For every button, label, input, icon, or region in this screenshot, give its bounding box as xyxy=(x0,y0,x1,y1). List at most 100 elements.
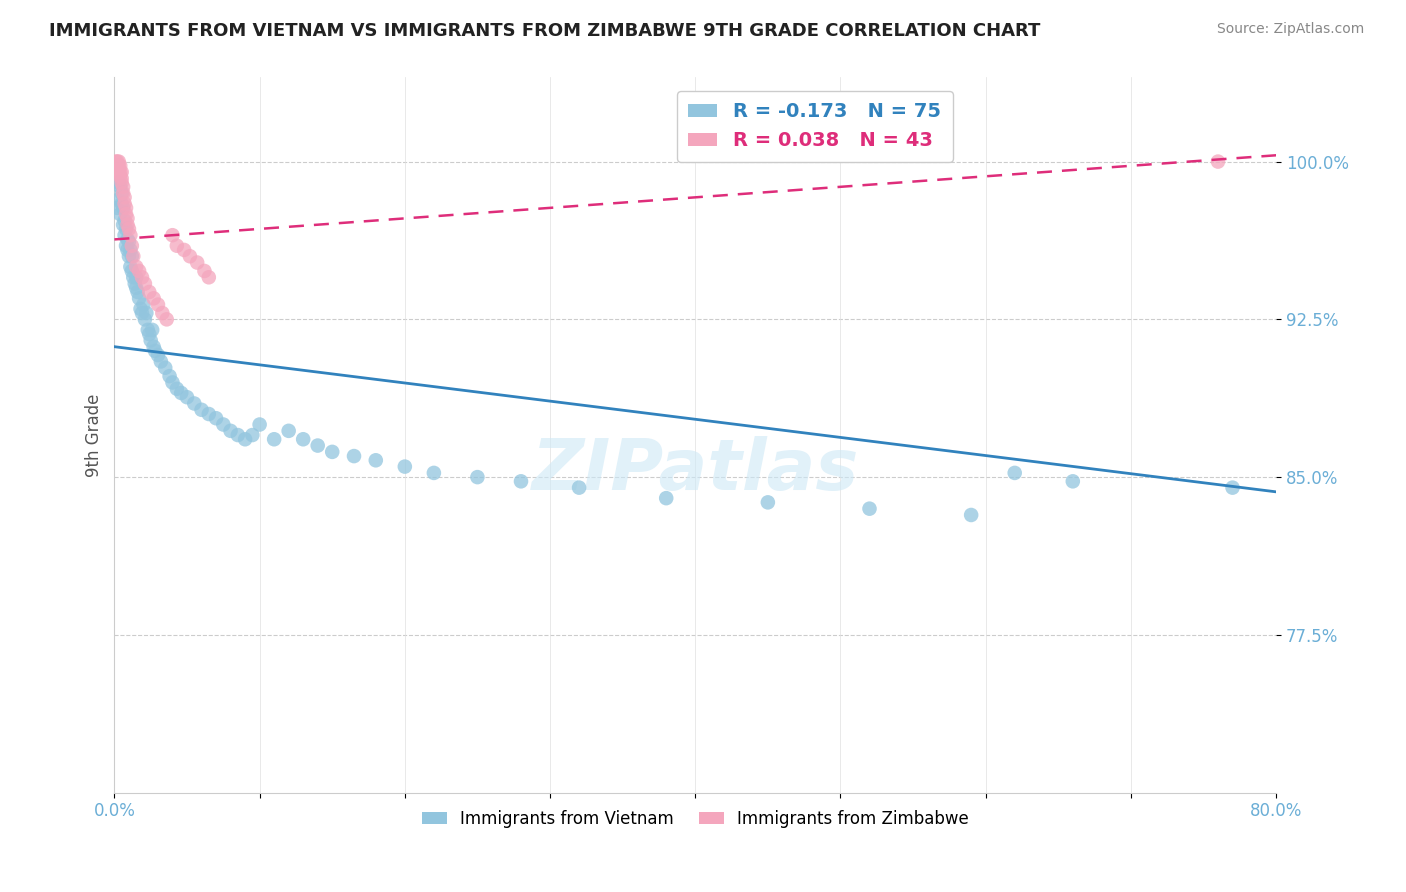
Point xyxy=(143,343,166,358)
Point xyxy=(858,501,880,516)
Point xyxy=(122,249,145,263)
Point xyxy=(115,238,138,252)
Point xyxy=(120,260,142,274)
Point xyxy=(115,201,138,215)
Point xyxy=(183,396,205,410)
Point xyxy=(117,232,139,246)
Point xyxy=(128,264,150,278)
Point xyxy=(105,159,128,173)
Point xyxy=(156,312,179,326)
Point xyxy=(321,445,343,459)
Point xyxy=(128,291,150,305)
Point xyxy=(127,285,149,299)
Point xyxy=(111,171,134,186)
Point xyxy=(107,163,129,178)
Point xyxy=(205,411,228,425)
Text: ZIPatlas: ZIPatlas xyxy=(531,436,859,505)
Legend: Immigrants from Vietnam, Immigrants from Zimbabwe: Immigrants from Vietnam, Immigrants from… xyxy=(415,803,976,834)
Point xyxy=(138,285,160,299)
Point xyxy=(423,466,446,480)
Text: Source: ZipAtlas.com: Source: ZipAtlas.com xyxy=(1216,22,1364,37)
Point xyxy=(125,260,148,274)
Point xyxy=(960,508,983,522)
Point xyxy=(138,327,160,342)
Point xyxy=(162,376,184,390)
Point xyxy=(176,390,198,404)
Point xyxy=(114,213,136,227)
Point xyxy=(134,312,156,326)
Point xyxy=(343,449,366,463)
Point xyxy=(117,211,139,226)
Point xyxy=(146,348,169,362)
Point xyxy=(150,306,173,320)
Point xyxy=(112,186,135,201)
Point xyxy=(139,334,162,348)
Point xyxy=(149,354,172,368)
Point xyxy=(118,249,141,263)
Point xyxy=(233,432,256,446)
Point xyxy=(125,270,148,285)
Point xyxy=(118,235,141,249)
Point xyxy=(107,159,129,173)
Point xyxy=(226,428,249,442)
Point xyxy=(110,169,132,184)
Point xyxy=(179,249,201,263)
Point xyxy=(112,201,135,215)
Point xyxy=(114,228,136,243)
Point xyxy=(141,323,163,337)
Point xyxy=(240,428,263,442)
Point xyxy=(131,306,153,320)
Point xyxy=(121,249,143,263)
Point xyxy=(159,369,181,384)
Point xyxy=(107,176,129,190)
Point xyxy=(193,264,215,278)
Point xyxy=(105,201,128,215)
Point xyxy=(111,165,134,179)
Point xyxy=(166,382,188,396)
Point xyxy=(131,270,153,285)
Point xyxy=(249,417,271,432)
Point xyxy=(104,154,127,169)
Point xyxy=(212,417,235,432)
Point xyxy=(292,432,315,446)
Point xyxy=(115,207,138,221)
Point xyxy=(110,165,132,179)
Point xyxy=(117,218,139,232)
Point xyxy=(110,159,132,173)
Point xyxy=(129,301,152,316)
Point xyxy=(132,298,155,312)
Point xyxy=(112,179,135,194)
Point xyxy=(121,238,143,252)
Point xyxy=(186,255,208,269)
Point xyxy=(111,186,134,201)
Point xyxy=(467,470,489,484)
Point xyxy=(219,424,242,438)
Point xyxy=(1062,475,1084,489)
Point xyxy=(394,459,416,474)
Point xyxy=(170,386,193,401)
Point xyxy=(111,176,134,190)
Point xyxy=(121,264,143,278)
Point xyxy=(1222,481,1244,495)
Point xyxy=(155,360,177,375)
Point xyxy=(198,407,221,421)
Point xyxy=(112,218,135,232)
Point xyxy=(142,291,165,305)
Point xyxy=(107,154,129,169)
Point xyxy=(110,207,132,221)
Point xyxy=(1206,154,1229,169)
Point xyxy=(120,243,142,257)
Point xyxy=(110,179,132,194)
Point xyxy=(162,228,184,243)
Point xyxy=(125,281,148,295)
Point xyxy=(263,432,285,446)
Point xyxy=(117,243,139,257)
Point xyxy=(146,298,169,312)
Point xyxy=(510,475,533,489)
Text: IMMIGRANTS FROM VIETNAM VS IMMIGRANTS FROM ZIMBABWE 9TH GRADE CORRELATION CHART: IMMIGRANTS FROM VIETNAM VS IMMIGRANTS FR… xyxy=(49,22,1040,40)
Point xyxy=(105,154,128,169)
Point xyxy=(173,243,195,257)
Point xyxy=(122,270,145,285)
Point xyxy=(134,277,156,291)
Point xyxy=(114,190,136,204)
